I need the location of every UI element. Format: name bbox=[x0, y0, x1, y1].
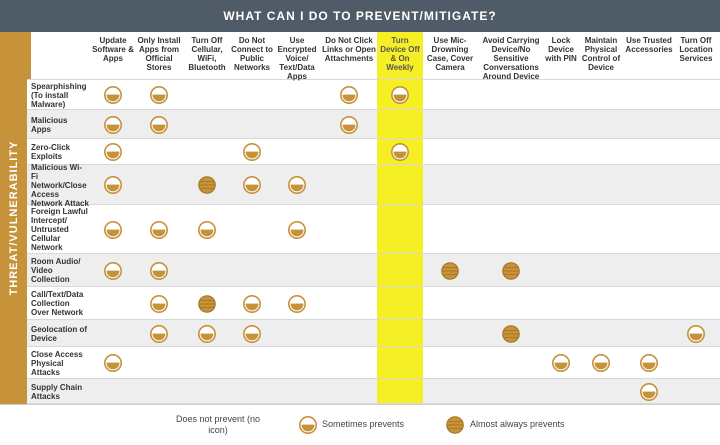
threat-label: Malicious Wi-Fi Network/Close Access Net… bbox=[31, 162, 89, 208]
almost-always-prevents-icon bbox=[502, 261, 520, 280]
row-background bbox=[27, 165, 720, 205]
side-label-bar: THREAT/VULNERABILITY bbox=[0, 32, 27, 404]
sometimes-prevents-icon bbox=[150, 324, 168, 343]
column-header: Do Not Connect to Public Networks bbox=[231, 36, 273, 72]
sometimes-prevents-icon bbox=[288, 294, 306, 313]
row-background bbox=[27, 254, 720, 287]
row-separator bbox=[27, 164, 720, 165]
legend-sometimes-label: Sometimes prevents bbox=[322, 419, 405, 429]
threat-label: Spearphishing (To install Malware) bbox=[31, 81, 87, 109]
column-header: Do Not Click Links or Open Attachments bbox=[322, 36, 376, 63]
column-header: Use Encrypted Voice/ Text/Data Apps bbox=[277, 36, 317, 81]
row-separator bbox=[27, 378, 720, 379]
threat-label: Malicious Apps bbox=[31, 115, 68, 134]
title-bar: WHAT CAN I DO TO PREVENT/MITIGATE? bbox=[0, 0, 720, 32]
column-header: Maintain Physical Control of Device bbox=[581, 36, 621, 72]
sometimes-prevents-icon bbox=[104, 115, 122, 134]
sometimes-prevents-icon bbox=[340, 115, 358, 134]
sometimes-prevents-icon bbox=[640, 382, 658, 401]
almost-always-prevents-icon bbox=[446, 416, 464, 434]
column-header: Turn Off Location Services bbox=[679, 36, 713, 63]
sometimes-prevents-icon bbox=[243, 324, 261, 343]
row-background bbox=[27, 320, 720, 347]
sometimes-prevents-icon bbox=[288, 220, 306, 239]
threat-label: Zero-Click Exploits bbox=[31, 143, 71, 161]
sometimes-prevents-icon bbox=[104, 261, 122, 280]
legend: Does not prevent (no icon) Sometimes pre… bbox=[0, 404, 720, 445]
row-separator bbox=[27, 79, 720, 80]
sometimes-prevents-icon bbox=[592, 354, 610, 372]
sometimes-prevents-icon bbox=[104, 143, 122, 161]
threat-label: Supply Chain Attacks bbox=[31, 382, 83, 401]
threat-label: Geolocation of Device bbox=[31, 324, 87, 343]
row-separator bbox=[27, 204, 720, 205]
row-background bbox=[27, 287, 720, 320]
sometimes-prevents-icon bbox=[104, 86, 122, 104]
sometimes-prevents-icon bbox=[150, 220, 168, 239]
row-separator bbox=[27, 138, 720, 139]
sometimes-prevents-icon bbox=[243, 294, 261, 313]
column-header: Use Mic-Drowning Case, Cover Camera bbox=[426, 36, 474, 72]
column-header: Lock Device with PIN bbox=[545, 36, 577, 63]
almost-always-prevents-icon bbox=[198, 176, 216, 194]
row-separator bbox=[27, 286, 720, 287]
threat-label: Close Access Physical Attacks bbox=[31, 349, 83, 377]
sometimes-prevents-icon bbox=[299, 416, 317, 434]
side-label: THREAT/VULNERABILITY bbox=[7, 140, 20, 296]
almost-always-prevents-icon bbox=[502, 324, 520, 343]
almost-always-prevents-icon bbox=[198, 294, 216, 313]
row-separator bbox=[27, 253, 720, 254]
row-separator bbox=[27, 346, 720, 347]
sometimes-prevents-icon bbox=[198, 220, 216, 239]
column-header: Only Install Apps from Official Stores bbox=[137, 36, 181, 72]
row-background bbox=[27, 347, 720, 379]
sometimes-prevents-icon bbox=[243, 143, 261, 161]
legend-always-label: Almost always prevents bbox=[470, 419, 565, 429]
row-separator bbox=[27, 109, 720, 110]
sometimes-prevents-icon bbox=[104, 176, 122, 194]
column-header: Avoid Carrying Device/No Sensitive Conve… bbox=[482, 36, 540, 81]
sometimes-prevents-icon bbox=[243, 176, 261, 194]
column-header: Turn Device Off & On Weekly bbox=[380, 36, 420, 72]
threat-label: Room Audio/ Video Collection bbox=[31, 257, 81, 284]
sometimes-prevents-icon bbox=[391, 143, 409, 161]
threat-label: Call/Text/Data Collection Over Network bbox=[31, 290, 84, 317]
sometimes-prevents-icon bbox=[552, 354, 570, 372]
sometimes-prevents-icon bbox=[104, 220, 122, 239]
sometimes-prevents-icon bbox=[104, 354, 122, 372]
row-background bbox=[27, 110, 720, 139]
page-title: WHAT CAN I DO TO PREVENT/MITIGATE? bbox=[223, 9, 497, 23]
row-background bbox=[27, 139, 720, 165]
sometimes-prevents-icon bbox=[340, 86, 358, 104]
sometimes-prevents-icon bbox=[288, 176, 306, 194]
row-background bbox=[27, 205, 720, 254]
column-header: Update Software & Apps bbox=[92, 36, 134, 63]
column-header: Turn Off Cellular, WiFi, Bluetooth bbox=[188, 36, 226, 72]
sometimes-prevents-icon bbox=[391, 86, 409, 104]
sometimes-prevents-icon bbox=[150, 86, 168, 104]
row-background bbox=[27, 379, 720, 404]
row-separator bbox=[27, 403, 720, 404]
sometimes-prevents-icon bbox=[150, 294, 168, 313]
sometimes-prevents-icon bbox=[150, 261, 168, 280]
column-header: Use Trusted Accessories bbox=[625, 36, 673, 54]
legend-none-label: Does not prevent (no icon) bbox=[175, 414, 261, 435]
row-background bbox=[27, 80, 720, 110]
almost-always-prevents-icon bbox=[441, 261, 459, 280]
sometimes-prevents-icon bbox=[198, 324, 216, 343]
threat-label: Foreign Lawful Intercept/ Untrusted Cell… bbox=[31, 207, 88, 252]
row-separator bbox=[27, 319, 720, 320]
sometimes-prevents-icon bbox=[640, 354, 658, 372]
sometimes-prevents-icon bbox=[150, 115, 168, 134]
sometimes-prevents-icon bbox=[687, 324, 705, 343]
